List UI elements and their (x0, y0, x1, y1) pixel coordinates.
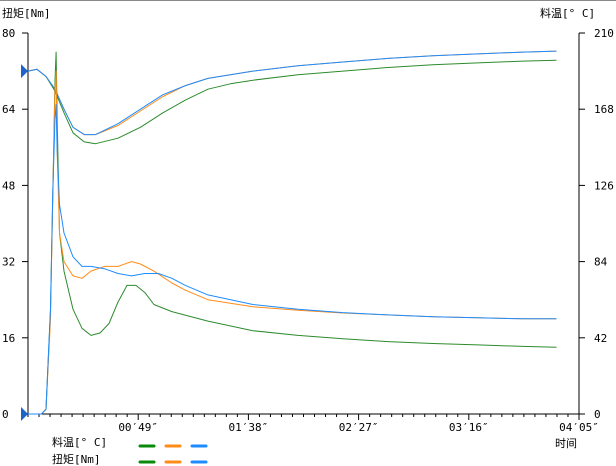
window-top-border (0, 0, 616, 1)
x-tick-label: 03′16″ (449, 421, 489, 434)
temperature-series-line-3 (27, 50, 557, 136)
right-axis-title: 料温[° C] (540, 6, 595, 20)
right-tick-label: 168 (594, 103, 614, 116)
right-tick-label: 0 (594, 408, 601, 421)
left-tick-label: 48 (2, 179, 15, 192)
left-tick-label: 80 (2, 27, 15, 40)
torque-series-line-2 (28, 70, 557, 415)
right-tick-label: 126 (594, 179, 614, 192)
left-tick-label: 0 (2, 408, 9, 421)
torque-reference-marker[interactable] (21, 64, 28, 79)
torque-series-line-3 (28, 103, 557, 415)
x-tick-label: 02′27″ (339, 421, 379, 434)
temperature-series-line-2 (27, 50, 557, 136)
left-tick-label: 16 (2, 332, 15, 345)
legend-label-temperature: 料温[° C] (52, 435, 107, 449)
x-tick-label: 04′05″ (559, 421, 599, 434)
legend: 料温[° C] 扭矩[Nm] (52, 435, 208, 466)
temperature-series-line-1 (27, 59, 557, 145)
x-tick-label: 01′38″ (229, 421, 269, 434)
right-tick-label: 84 (594, 256, 608, 269)
temperature-reference-marker[interactable] (21, 407, 28, 421)
left-tick-label: 64 (2, 103, 16, 116)
left-axis-title: 扭矩[Nm] (2, 6, 51, 20)
x-tick-label: 00′49″ (118, 421, 158, 434)
x-axis-title: 时间 (555, 437, 577, 450)
right-tick-label: 42 (594, 332, 607, 345)
torque-series-line-1 (28, 51, 557, 415)
left-tick-label: 32 (2, 256, 15, 269)
legend-label-torque: 扭矩[Nm] (52, 452, 101, 466)
right-tick-label: 210 (594, 27, 614, 40)
